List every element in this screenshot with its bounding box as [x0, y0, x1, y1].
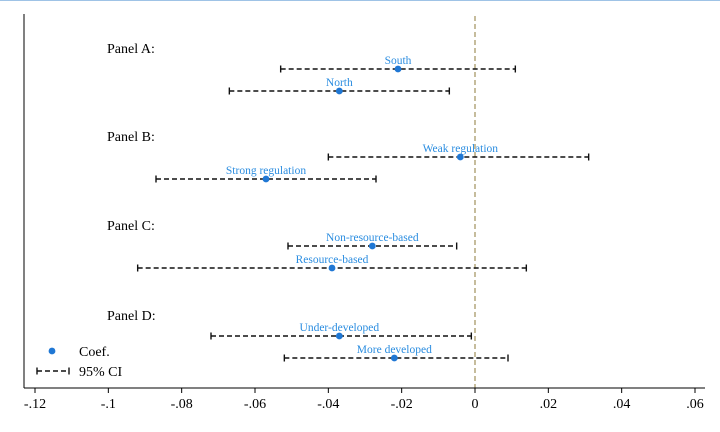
coef-point: [394, 65, 402, 73]
panel-label: Panel C:: [107, 219, 155, 234]
series-label: South: [385, 55, 412, 67]
legend: Coef. 95% CI: [36, 345, 123, 380]
coef-point: [368, 242, 376, 250]
x-tick-label: .02: [540, 397, 558, 412]
coef-point: [456, 153, 464, 161]
coef-point: [262, 175, 270, 183]
coef-point: [335, 87, 343, 95]
x-tick-label: .06: [686, 397, 704, 412]
series-label: Weak regulation: [423, 143, 499, 155]
series-label: Resource-based: [296, 254, 369, 266]
series-label: Strong regulation: [226, 165, 306, 177]
coef-point: [335, 332, 343, 340]
x-tick-label: -.12: [24, 397, 46, 412]
panel-label: Panel A:: [107, 42, 155, 57]
series-label: More developed: [357, 344, 432, 356]
series-label: Non-resource-based: [326, 232, 419, 244]
panel-label: Panel D:: [107, 309, 156, 324]
legend-label: Coef.: [79, 345, 110, 360]
x-tick-label: .04: [613, 397, 631, 412]
x-tick-label: 0: [472, 397, 479, 412]
panel-label: Panel B:: [107, 130, 155, 145]
plot-area: Panel A: South North Panel B: Weak regulatio…: [107, 16, 590, 388]
x-tick-label: -.06: [244, 397, 266, 412]
x-tick-label: -.08: [171, 397, 193, 412]
window-top-border: [0, 0, 720, 1]
series-label: Under-developed: [300, 322, 380, 334]
x-axis: -.12 -.1 -.08 -.06 -.04 -.02 0 .02 .04 .06: [23, 14, 705, 412]
legend-coef-dot: [48, 347, 56, 355]
legend-label: 95% CI: [79, 365, 123, 380]
x-tick-label: -.1: [101, 397, 116, 412]
x-tick-label: -.04: [317, 397, 339, 412]
x-tick-label: -.02: [391, 397, 413, 412]
series-label: North: [326, 77, 353, 89]
coef-point: [328, 264, 336, 272]
coef-point: [390, 354, 398, 362]
